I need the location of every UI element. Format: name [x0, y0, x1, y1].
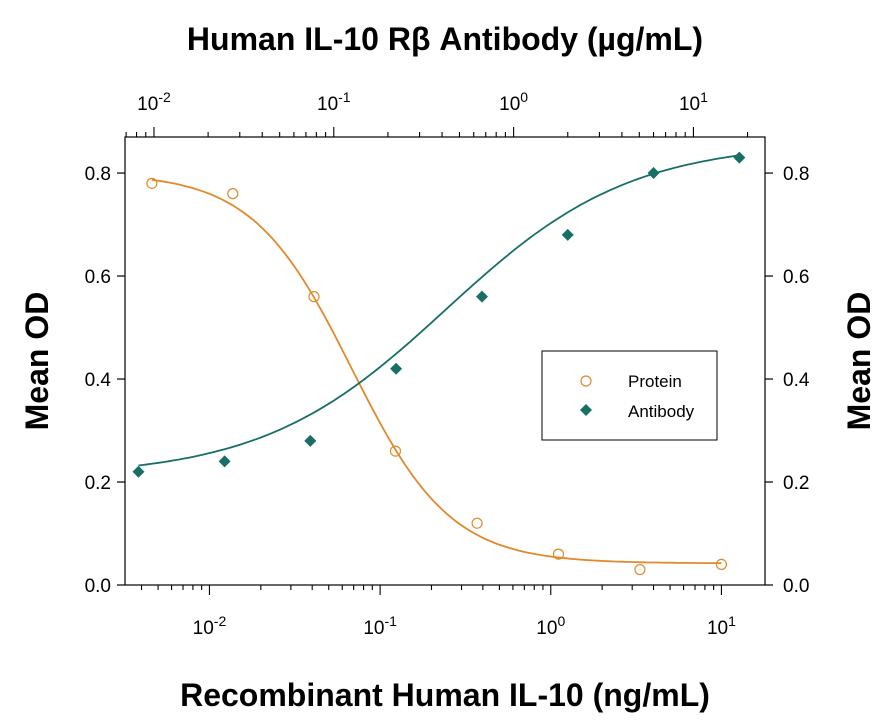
y-tick-label-right: 0.4 [783, 370, 810, 391]
data-point-antibody [733, 151, 746, 164]
y-tick-label-left: 0.6 [85, 267, 111, 288]
data-point-antibody [132, 465, 145, 478]
x-tick-label: 100 [499, 89, 528, 115]
fit-curve-protein [151, 178, 722, 565]
legend-antibody-marker [580, 404, 592, 416]
x-tick-label: 100 [536, 613, 565, 639]
legend: Protein Antibody [541, 350, 718, 441]
y-tick-label-left: 0.0 [85, 576, 111, 597]
data-point-protein [389, 445, 402, 457]
data-points [132, 151, 746, 576]
legend-box [541, 350, 718, 441]
chart-title: Human IL-10 Rβ Antibody (µg/mL) [187, 21, 703, 57]
x-axis-label: Recombinant Human IL-10 (ng/mL) [180, 677, 710, 713]
x-tick-label: 101 [707, 613, 736, 639]
fit-curve-antibody [138, 154, 740, 467]
data-point-protein [715, 558, 728, 571]
y-axis-label-right: Mean OD [841, 292, 877, 431]
y-tick-label-right: 0.8 [783, 164, 809, 185]
top-x-axis: 10-2 10-1 100 101 [125, 89, 749, 137]
data-point-protein [471, 517, 483, 529]
y-tick-label-left: 0.2 [85, 473, 111, 494]
right-y-axis: 0.0 0.2 0.4 0.6 0.8 [765, 164, 810, 597]
x-tick-label: 101 [679, 89, 708, 115]
bottom-x-axis: 10-2 10-1 100 101 [140, 585, 736, 639]
data-point-antibody [390, 362, 403, 375]
x-tick-label: 10-1 [363, 613, 397, 639]
x-tick-label: 10-2 [193, 613, 227, 639]
y-tick-label-left: 0.8 [85, 164, 111, 185]
legend-antibody-label: Antibody [628, 402, 695, 421]
data-point-antibody [218, 455, 231, 468]
data-point-protein [146, 177, 158, 189]
x-tick-label: 10-1 [317, 89, 351, 115]
legend-protein-label: Protein [628, 372, 682, 391]
left-y-axis: 0.0 0.2 0.4 0.6 0.8 [85, 164, 125, 597]
y-tick-label-right: 0.2 [783, 473, 809, 494]
legend-protein-marker [580, 375, 592, 387]
data-point-antibody [475, 290, 488, 303]
data-point-protein [308, 291, 320, 303]
data-point-antibody [561, 228, 574, 241]
data-point-protein [552, 548, 565, 560]
y-axis-label-left: Mean OD [19, 292, 55, 431]
data-point-antibody [304, 434, 317, 447]
y-tick-label-left: 0.4 [85, 370, 112, 391]
fit-curves [138, 154, 740, 565]
x-tick-label: 10-2 [137, 89, 171, 115]
plot-frame [124, 136, 766, 586]
y-tick-label-right: 0.0 [783, 576, 809, 597]
data-point-protein [227, 188, 239, 200]
data-point-antibody [647, 167, 660, 180]
data-point-protein [634, 563, 646, 576]
y-tick-label-right: 0.6 [783, 267, 809, 288]
